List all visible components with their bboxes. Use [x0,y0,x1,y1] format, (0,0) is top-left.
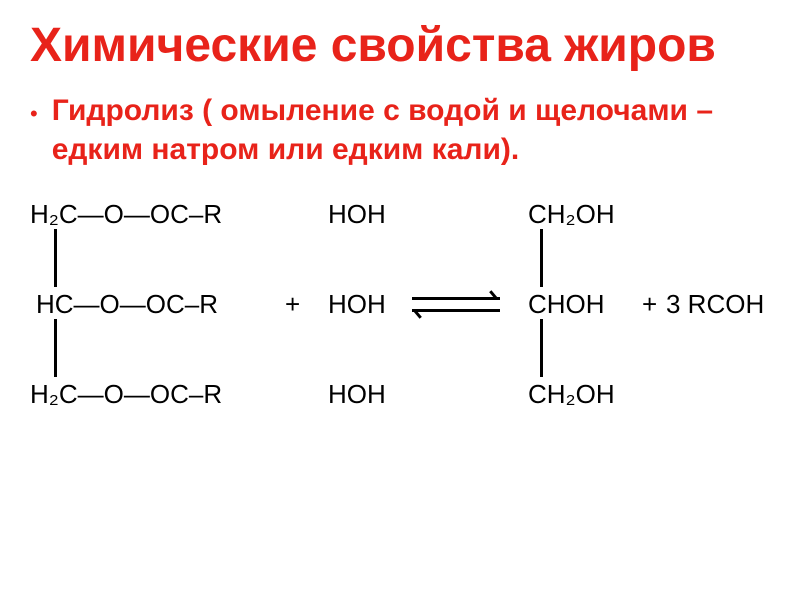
plus-2: + [642,289,657,320]
product-row3: CH₂OH [528,379,615,410]
bond-right-bottom [540,319,543,377]
plus-1: + [285,289,300,320]
product-row2: CHOH [528,289,605,320]
bond-right-top [540,229,543,287]
product-row1: CH₂OH [528,199,615,230]
reactant-row1: H₂C—O—OC–R [30,199,222,230]
bond-left-bottom [54,319,57,377]
arrow-top [412,297,500,300]
bullet-text: Гидролиз ( омыление с водой и щелочами –… [52,91,770,169]
water-row1: HOH [328,199,386,230]
chemical-equation: H₂C—O—OC–R HC—O—OC–R H₂C—O—OC–R + HOH HO… [30,179,770,439]
arrow-bottom [412,309,500,312]
water-row2: HOH [328,289,386,320]
water-row3: HOH [328,379,386,410]
bullet-row: • Гидролиз ( омыление с водой и щелочами… [30,91,770,169]
bond-left-top [54,229,57,287]
reactant-row2: HC—O—OC–R [36,289,218,320]
reactant-row3: H₂C—O—OC–R [30,379,222,410]
product-rcoh: 3 RCOH [666,289,764,320]
bullet-marker: • [30,101,38,127]
slide-title: Химические свойства жиров [30,20,770,73]
